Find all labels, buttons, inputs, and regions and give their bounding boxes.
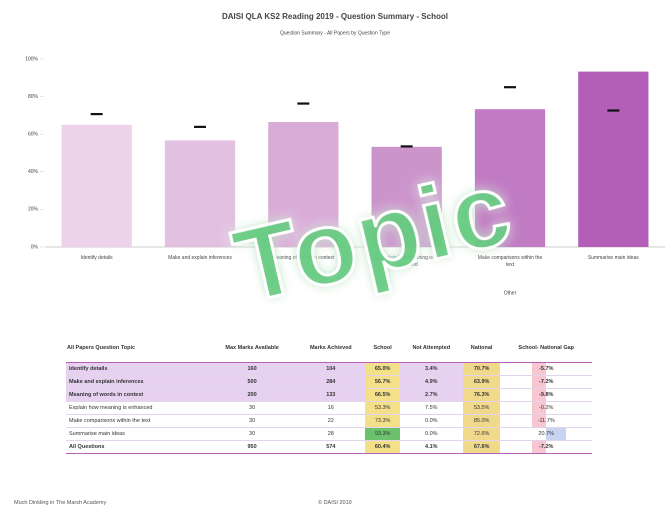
column-header: All Papers Question Topic (66, 334, 208, 363)
table-cell: 2.7% (400, 389, 463, 402)
table-cell: 7.5% (400, 402, 463, 415)
table-cell: 4.9% (400, 376, 463, 389)
table-cell: 63.9% (463, 376, 501, 389)
table-cell: 70.7% (463, 363, 501, 376)
bar (372, 147, 442, 247)
column-header: Not Attempted (400, 334, 463, 363)
chart-subtitle: Question Summary - All Papers by Questio… (280, 30, 390, 36)
table-cell: 28 (296, 428, 365, 441)
group-label: Other (504, 290, 517, 296)
table-cell: 65.0% (365, 363, 399, 376)
table-cell: 133 (296, 389, 365, 402)
table-cell: 3.4% (400, 363, 463, 376)
y-tick-label: 60% (28, 132, 39, 138)
y-tick-label: 100% (25, 56, 38, 62)
table-cell: 66.5% (365, 389, 399, 402)
bar (578, 72, 648, 247)
table-cell: 53.3% (365, 402, 399, 415)
footer-left: Much Dinkling in The Marsh Academy (14, 500, 106, 506)
table-cell: 72.6% (463, 428, 501, 441)
table-cell: Make comparisons within the text (66, 415, 208, 428)
table-cell: 60.4% (365, 441, 399, 454)
table-cell: 200 (208, 389, 296, 402)
chart: DAISI QLA KS2 Reading 2019 - Question Su… (0, 0, 670, 330)
bar (62, 125, 132, 247)
y-tick-label: 80% (28, 94, 39, 100)
table-cell: -11.7% (500, 415, 592, 428)
table-cell: 73.3% (365, 415, 399, 428)
table-cell: 67.6% (463, 441, 501, 454)
table-cell: 30 (208, 428, 296, 441)
table-cell: Meaning of words in context (66, 389, 208, 402)
footer-center: © DAISI 2019 (318, 500, 352, 506)
table-cell: 104 (296, 363, 365, 376)
table-cell: 56.7% (365, 376, 399, 389)
x-tick-label: Summarise main ideas (588, 255, 639, 261)
table-cell: -9.8% (500, 389, 592, 402)
table-cell: Explain how meaning is enhanced (66, 402, 208, 415)
table-cell: 4.1% (400, 441, 463, 454)
table-cell: 30 (208, 415, 296, 428)
table-cell: 93.3% (365, 428, 399, 441)
table-cell: Summarise main ideas (66, 428, 208, 441)
table-cell: All Questions (66, 441, 208, 454)
table-cell: Identify details (66, 363, 208, 376)
table-cell: 284 (296, 376, 365, 389)
screen: DAISI QLA KS2 Reading 2019 - Question Su… (0, 0, 670, 526)
x-tick-label: Meaning of words in context (272, 255, 335, 261)
table-cell: 0.0% (400, 415, 463, 428)
table-cell: -0.2% (500, 402, 592, 415)
table-cell: 85.0% (463, 415, 501, 428)
y-tick-label: 0% (31, 244, 39, 250)
table-cell: 574 (296, 441, 365, 454)
page: DAISI QLA KS2 Reading 2019 - Question Su… (0, 0, 670, 526)
x-tick-label: Make and explain inferences (168, 255, 232, 261)
y-tick-label: 20% (28, 207, 39, 213)
table-cell: Make and explain inferences (66, 376, 208, 389)
table-cell: 950 (208, 441, 296, 454)
table-cell: 30 (208, 402, 296, 415)
table-cell: 53.5% (463, 402, 501, 415)
bar (475, 109, 545, 247)
column-header: Marks Achieved (296, 334, 365, 363)
table-cell: 160 (208, 363, 296, 376)
table-cell: 20.7% (500, 428, 592, 441)
table-cell: 0.0% (400, 428, 463, 441)
table-cell: -5.7% (500, 363, 592, 376)
column-header: School- National Gap (500, 334, 592, 363)
column-header: Max Marks Available (208, 334, 296, 363)
column-header: National (463, 334, 501, 363)
bar (165, 140, 235, 247)
table-cell: 500 (208, 376, 296, 389)
bar (268, 122, 338, 247)
chart-title: DAISI QLA KS2 Reading 2019 - Question Su… (222, 12, 448, 21)
x-tick-label: Identify details (81, 255, 113, 261)
table-cell: -7.2% (500, 441, 592, 454)
table-cell: 22 (296, 415, 365, 428)
y-tick-label: 40% (28, 169, 39, 175)
table-cell: -7.2% (500, 376, 592, 389)
table-cell: 16 (296, 402, 365, 415)
table-cell: 76.3% (463, 389, 501, 402)
column-header: School (365, 334, 399, 363)
